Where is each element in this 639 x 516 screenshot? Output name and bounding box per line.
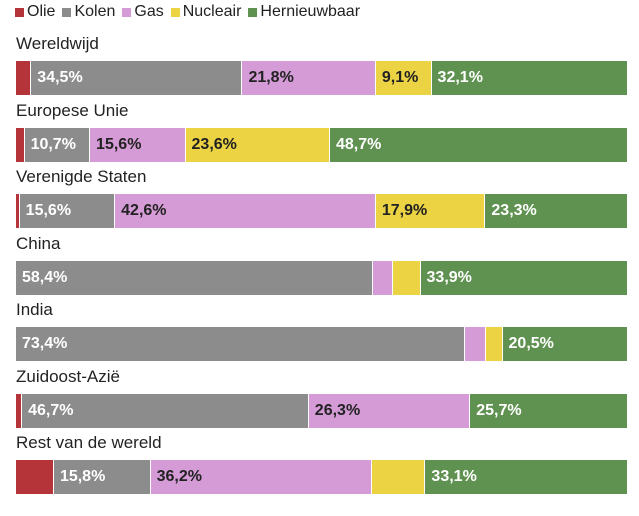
data-label-hernieuwbaar: 32,1% [437, 69, 483, 86]
legend-swatch-gas [122, 7, 132, 17]
data-label-gas: 36,2% [156, 468, 202, 485]
data-label-nucleair: 9,1% [381, 69, 419, 86]
legend-item-hernieuwbaar: Hernieuwbaar [248, 3, 360, 21]
data-label-gas: 26,3% [314, 401, 361, 419]
bar-segment-olie [16, 460, 54, 494]
bar-india: 73,4% 20,5% [16, 327, 628, 361]
bar-segment-gas [90, 127, 186, 162]
legend-item-kolen: Kolen [62, 3, 115, 21]
legend-item-nucleair: Nucleair [170, 3, 242, 21]
bar-segment-olie [16, 194, 20, 228]
data-label-hernieuwbaar: 33,1% [431, 468, 477, 485]
data-label-hernieuwbaar: 33,9% [426, 268, 472, 286]
bar-segment-hernieuwbaar [329, 127, 628, 162]
data-label-kolen: 46,7% [28, 401, 74, 419]
legend-item-olie: Olie [15, 3, 55, 21]
bar-segment-nucleair [486, 327, 503, 361]
bar-segment-nucleair [392, 260, 421, 295]
data-label-kolen: 15,6% [25, 202, 72, 219]
row-title-wereldwijd: Wereldwijd [16, 34, 99, 53]
row-title-china: China [16, 233, 61, 253]
bar-segment-hernieuwbaar [420, 260, 628, 295]
bar-rest-van-de-wereld: 15,8% 36,2% 33,1% [16, 460, 628, 494]
data-label-hernieuwbaar: 25,7% [476, 401, 522, 419]
legend-swatch-olie [15, 7, 24, 17]
data-label-nucleair: 23,6% [191, 135, 237, 153]
bar-segment-olie [16, 127, 25, 162]
bar-segment-gas [242, 61, 376, 95]
bar-segment-hernieuwbaar [425, 460, 628, 494]
legend-swatch-hernieuwbaar [248, 7, 258, 17]
legend-label: Olie [27, 3, 56, 20]
row-title-zuidoost-azie: Zuidoost-Azië [16, 366, 120, 386]
legend-label: Hernieuwbaar [260, 3, 361, 20]
data-label-kolen: 73,4% [22, 335, 68, 352]
bar-segment-nucleair [185, 127, 330, 162]
bar-segment-kolen [19, 194, 116, 228]
row-title-europese-unie: Europese Unie [16, 100, 129, 120]
bar-segment-kolen [16, 260, 374, 295]
data-label-gas: 42,6% [121, 202, 167, 219]
bar-segment-kolen [53, 460, 151, 494]
data-label-hernieuwbaar: 23,3% [491, 202, 537, 219]
bar-segment-gas [115, 194, 376, 228]
row-title-verenigde-staten: Verenigde Staten [16, 167, 147, 186]
data-label-nucleair: 17,9% [381, 202, 428, 219]
row-title-india: India [16, 300, 53, 319]
bar-segment-nucleair [372, 460, 426, 494]
data-label-gas: 15,6% [96, 135, 142, 153]
bar-segment-hernieuwbaar [502, 327, 628, 361]
bar-segment-gas [150, 460, 373, 494]
data-label-kolen: 34,5% [37, 69, 83, 86]
data-label-kolen: 15,8% [59, 468, 106, 485]
data-label-hernieuwbaar: 48,7% [335, 135, 382, 153]
bar-segment-kolen [31, 61, 243, 95]
bar-segment-gas [373, 260, 393, 295]
bar-segment-hernieuwbaar [431, 61, 628, 95]
data-label-hernieuwbaar: 20,5% [508, 335, 554, 352]
bar-segment-gas [465, 327, 486, 361]
bar-zuidoost-azie: 46,7% 26,3% 25,7% [16, 393, 628, 428]
bar-segment-olie [16, 61, 32, 95]
bar-segment-nucleair [375, 61, 432, 95]
row-title-rest-van-de-wereld: Rest van de wereld [16, 433, 162, 452]
bar-europese-unie: 10,7% 15,6% 23,6% 48,7% [16, 127, 628, 162]
legend-swatch-kolen [62, 7, 72, 17]
legend-label: Kolen [74, 3, 116, 20]
bar-china: 58,4% 33,9% [16, 260, 628, 295]
bar-wereldwijd: 34,5% 21,8% 9,1% 32,1% [16, 61, 628, 95]
bar-segment-kolen [24, 127, 91, 162]
chart-legend: Olie Kolen Gas Nucleair Hernieuwbaar [15, 3, 367, 21]
legend-label: Nucleair [182, 3, 242, 20]
bar-segment-hernieuwbaar [470, 393, 628, 428]
bar-segment-gas [308, 393, 471, 428]
data-label-kolen: 10,7% [30, 135, 76, 153]
bar-segment-nucleair [375, 194, 486, 228]
legend-label: Gas [134, 3, 164, 20]
legend-swatch-nucleair [170, 7, 180, 17]
legend-item-gas: Gas [122, 3, 164, 21]
bar-verenigde-staten: 15,6% 42,6% 17,9% 23,3% [16, 194, 628, 228]
bar-segment-kolen [22, 393, 309, 428]
bar-segment-olie [16, 393, 23, 428]
data-label-gas: 21,8% [248, 69, 294, 86]
bar-segment-kolen [16, 327, 466, 361]
data-label-kolen: 58,4% [22, 268, 68, 286]
bar-segment-hernieuwbaar [485, 194, 628, 228]
